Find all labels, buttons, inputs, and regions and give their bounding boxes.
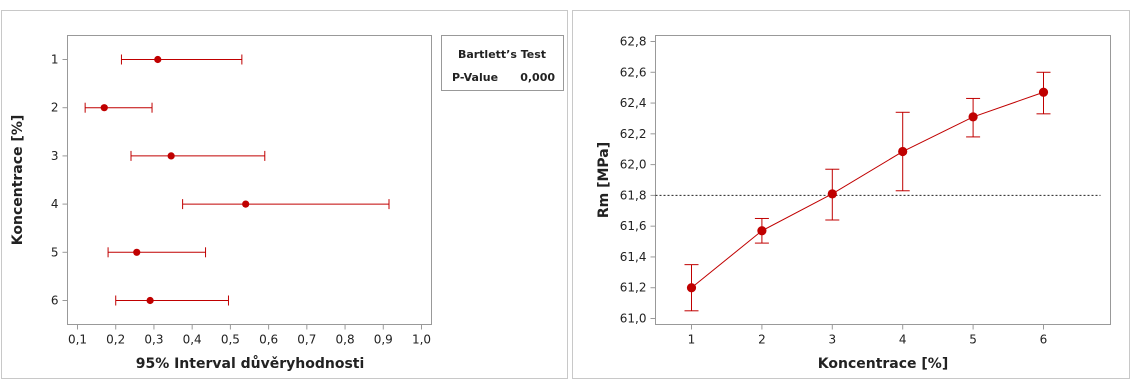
interval-x-tick-label: 0,3 [144, 333, 163, 347]
data-point [1038, 87, 1049, 97]
interval-x-ticks: 0,1 0,2 0,3 0,4 0,5 0,6 0,7 0,8 0,9 1,0 [68, 324, 431, 347]
interval-y-tick-label: 3 [51, 149, 59, 163]
line-x-axis-label: Koncentrace [%] [818, 356, 948, 372]
bartlett-test-frame [441, 35, 564, 91]
line-y-tick-label: 62,0 [620, 158, 647, 172]
interval-x-tick-label: 0,7 [297, 333, 316, 347]
interval-y-tick-label: 2 [51, 101, 59, 115]
interval-x-tick-label: 0,5 [221, 333, 240, 347]
bartlett-test-box: Bartlett’s Test P-Value 0,000 [441, 35, 564, 91]
line-y-tick-label: 62,8 [620, 35, 647, 49]
line-y-tick-label: 62,4 [620, 96, 647, 110]
data-point [898, 146, 908, 157]
interval-center-point [154, 55, 162, 64]
interval-center-point [242, 200, 250, 208]
line-y-tick-label: 61,6 [620, 219, 647, 233]
p-value-label: P-Value [452, 71, 498, 84]
interval-y-tick-label: 1 [51, 53, 59, 67]
interval-y-tick-label: 6 [51, 294, 59, 308]
line-x-tick-label: 4 [899, 333, 907, 347]
line-plot-frame [655, 35, 1111, 325]
interval-x-tick-label: 0,1 [68, 333, 87, 347]
line-x-tick-label: 3 [828, 333, 836, 347]
data-point [757, 226, 767, 236]
interval-center-point [100, 104, 108, 112]
interval-x-tick-label: 0,6 [259, 333, 278, 347]
interval-x-axis-label: 95% Interval důvěryhodnosti [136, 355, 365, 372]
line-y-tick-label: 62,6 [620, 65, 647, 79]
p-value: 0,000 [520, 71, 555, 84]
interval-y-tick-label: 4 [51, 197, 59, 211]
data-point [968, 112, 978, 122]
line-marks [684, 71, 1051, 312]
data-point [686, 283, 697, 293]
line-y-tick-label: 61,8 [620, 188, 647, 202]
line-x-tick-label: 6 [1040, 333, 1048, 347]
line-x-tick-label: 5 [969, 333, 977, 347]
data-point [827, 189, 837, 199]
interval-x-tick-label: 0,9 [374, 333, 393, 347]
interval-y-axis-label: Koncentrace [%] [10, 115, 26, 245]
interval-center-point [167, 152, 175, 160]
line-x-tick-label: 1 [688, 333, 696, 347]
interval-x-tick-label: 0,8 [336, 333, 355, 347]
line-y-ticks: 61,0 61,2 61,4 61,6 61,8 62,0 62,2 62,4 62,6 62,8 [620, 35, 656, 326]
interval-x-tick-label: 0,2 [106, 333, 125, 347]
line-x-tick-label: 2 [758, 333, 766, 347]
bartlett-test-title: Bartlett’s Test [458, 48, 546, 61]
line-y-tick-label: 61,2 [620, 281, 647, 295]
interval-center-point [133, 248, 141, 256]
line-y-axis-label: Rm [MPa] [596, 142, 612, 218]
interval-x-tick-label: 1,0 [412, 333, 431, 347]
interval-plot-frame [67, 35, 432, 325]
interval-marks [84, 54, 390, 306]
interval-x-tick-label: 0,4 [183, 333, 202, 347]
interval-center-point [146, 296, 154, 305]
line-x-ticks: 1 2 3 4 5 6 [688, 324, 1048, 347]
line-y-tick-label: 62,2 [620, 127, 647, 141]
interval-y-ticks: 1 2 3 4 5 6 [51, 53, 68, 308]
series-line [691, 91, 1044, 289]
interval-chart: 0,1 0,2 0,3 0,4 0,5 0,6 0,7 0,8 0,9 1,0 1 2 3 4 5 6 95… [10, 35, 432, 372]
interval-y-tick-label: 5 [51, 245, 59, 259]
line-y-tick-label: 61,4 [620, 250, 647, 264]
right-panel-border [572, 10, 1130, 379]
line-y-tick-label: 61,0 [620, 312, 647, 326]
